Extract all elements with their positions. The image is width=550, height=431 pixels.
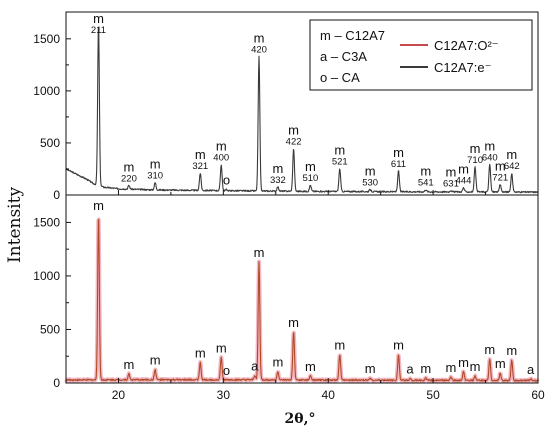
peak-label-m: m xyxy=(393,338,404,353)
y-tick-label-bottom: 1500 xyxy=(33,215,60,229)
peak-hkl-label: 541 xyxy=(418,178,434,189)
peak-label-m: m xyxy=(288,123,299,138)
peak-hkl-label: 530 xyxy=(362,178,378,189)
legend-series-oxygen: C12A7:O²⁻ xyxy=(434,38,499,53)
peak-label-m: m xyxy=(272,161,283,176)
peak-hkl-label: 710 xyxy=(467,155,483,166)
y-tick-label-bottom: 1000 xyxy=(33,269,60,283)
peak-label-m: m xyxy=(150,353,161,368)
peak-label-m: m xyxy=(195,346,206,361)
x-tick-label: 50 xyxy=(426,388,440,402)
peak-label-m: m xyxy=(272,354,283,369)
peak-hkl-label: 631 xyxy=(443,178,459,189)
peak-label-m: m xyxy=(506,343,517,358)
peak-label-a: a xyxy=(251,359,259,374)
peak-hkl-label: 422 xyxy=(286,137,302,148)
peak-label-m: m xyxy=(470,359,481,374)
peak-label-m: m xyxy=(446,360,457,375)
peak-label-a: a xyxy=(406,362,414,377)
y-tick-label-top: 0 xyxy=(53,188,60,202)
y-tick-label-top: 1500 xyxy=(33,32,60,46)
peak-label-m: m xyxy=(305,359,316,374)
peak-hkl-label: 721 xyxy=(492,173,508,184)
y-tick-label-top: 500 xyxy=(40,136,60,150)
series-line-oxygen xyxy=(65,218,539,382)
y-tick-label-bottom: 0 xyxy=(53,376,60,390)
peak-label-m: m xyxy=(484,342,495,357)
legend-phase-o: o – CA xyxy=(320,70,360,85)
x-tick-label: 60 xyxy=(531,388,545,402)
peak-label-m: m xyxy=(365,164,376,179)
peak-label-m: m xyxy=(334,337,345,352)
peak-label-o: o xyxy=(223,363,230,378)
peak-hkl-label: 640 xyxy=(482,152,498,163)
peak-label-m: m xyxy=(365,361,376,376)
peak-label-m: m xyxy=(288,315,299,330)
peak-label-m: m xyxy=(495,159,506,174)
legend-phase-a: a – C3A xyxy=(320,49,367,64)
peak-hkl-label: 211 xyxy=(91,25,106,36)
peak-label-m: m xyxy=(393,145,404,160)
legend-series-electride: C12A7:e⁻ xyxy=(434,60,491,75)
peak-label-m: m xyxy=(458,162,469,177)
legend: m – C12A7 a – C3A o – CA C12A7:O²⁻ C12A7… xyxy=(309,19,533,91)
peak-label-m: m xyxy=(93,11,104,26)
peak-label-m: m xyxy=(420,361,431,376)
peak-label-m: m xyxy=(216,139,227,154)
legend-phase-m: m – C12A7 xyxy=(320,28,385,43)
peak-hkl-label: 510 xyxy=(302,173,318,184)
peak-hkl-label: 642 xyxy=(504,161,520,172)
peak-label-m: m xyxy=(506,147,517,162)
peak-hkl-label: 310 xyxy=(147,171,163,182)
peak-label-m: m xyxy=(216,340,227,355)
peak-hkl-label: 611 xyxy=(391,159,406,170)
peak-hkl-label: 220 xyxy=(121,173,137,184)
peak-hkl-label: 332 xyxy=(270,175,286,186)
peak-hkl-label: 321 xyxy=(192,161,208,172)
series-line-electride xyxy=(65,26,539,194)
peak-label-m: m xyxy=(254,245,265,260)
peak-label-m: m xyxy=(254,31,265,46)
x-tick-label: 20 xyxy=(112,388,126,402)
peak-label-m: m xyxy=(470,141,481,156)
peak-label-m: m xyxy=(458,355,469,370)
peak-hkl-label: 420 xyxy=(251,45,267,56)
y-tick-label-bottom: 500 xyxy=(40,322,60,336)
peak-hkl-label: 521 xyxy=(332,157,348,168)
peak-label-m: m xyxy=(495,356,506,371)
peak-label-a: a xyxy=(527,362,535,377)
peak-label-m: m xyxy=(124,159,135,174)
peak-label-m: m xyxy=(484,138,495,153)
peak-label-m: m xyxy=(420,164,431,179)
peak-label-m: m xyxy=(446,164,457,179)
y-tick-label-top: 1000 xyxy=(33,84,60,98)
x-axis-label: 2θ,° xyxy=(285,411,316,427)
peak-label-m: m xyxy=(93,198,104,213)
peak-hkl-label: 400 xyxy=(213,153,229,164)
x-tick-label: 30 xyxy=(217,388,231,402)
panel-frame-bottom xyxy=(65,194,539,384)
peak-label-o: o xyxy=(223,173,230,188)
peak-label-m: m xyxy=(334,143,345,158)
peak-label-m: m xyxy=(150,157,161,172)
peak-label-m: m xyxy=(305,159,316,174)
peak-hkl-label: 444 xyxy=(456,176,472,187)
peak-label-m: m xyxy=(124,357,135,372)
peak-label-m: m xyxy=(195,147,206,162)
x-tick-label: 40 xyxy=(322,388,336,402)
y-axis-label: Intensity xyxy=(5,187,25,263)
legend-box xyxy=(309,19,533,91)
